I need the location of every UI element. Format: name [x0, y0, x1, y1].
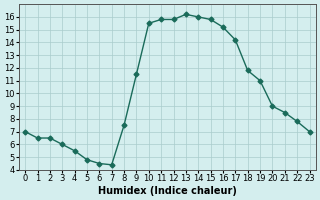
- X-axis label: Humidex (Indice chaleur): Humidex (Indice chaleur): [98, 186, 237, 196]
